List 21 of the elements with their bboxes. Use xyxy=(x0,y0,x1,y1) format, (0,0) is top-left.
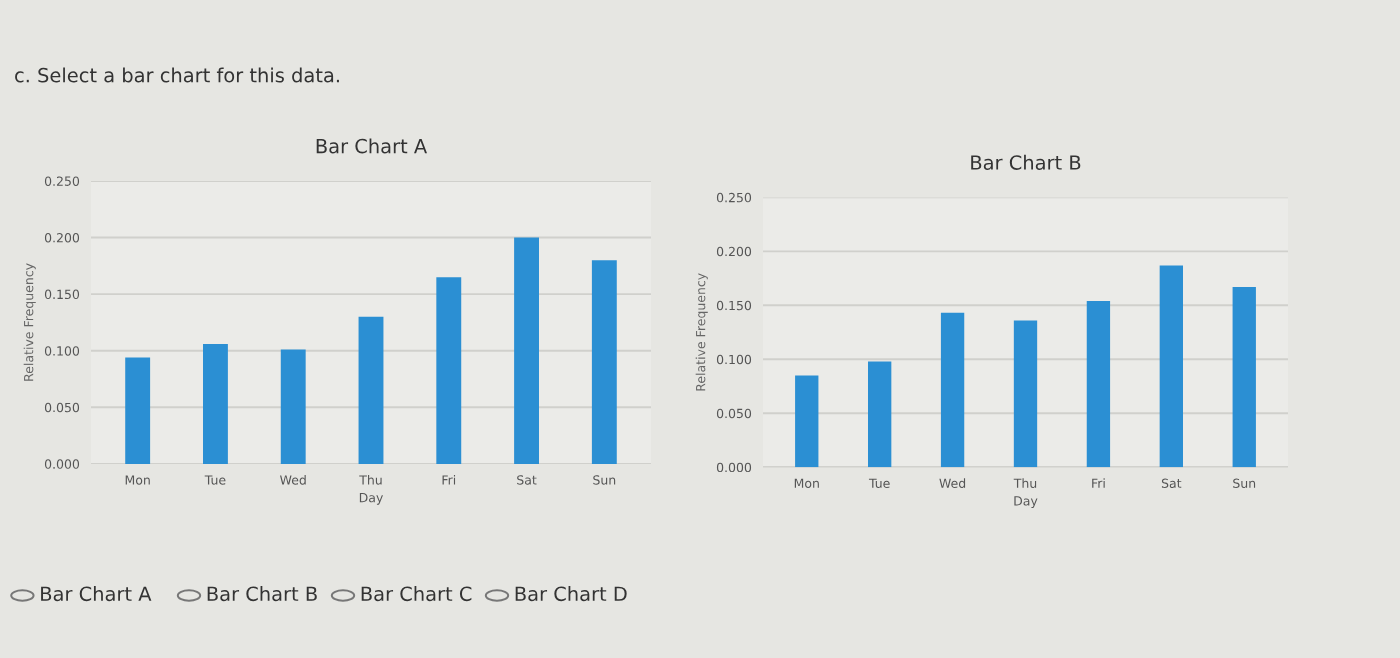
bar xyxy=(1013,320,1038,468)
bar xyxy=(868,361,892,468)
bar xyxy=(591,260,617,464)
text: Bar Chart D xyxy=(515,586,627,602)
text: Bar Chart A xyxy=(41,586,152,602)
bar xyxy=(795,375,819,468)
bar xyxy=(514,237,539,464)
bar xyxy=(1086,301,1111,468)
bar xyxy=(940,312,965,468)
bar xyxy=(1232,286,1256,468)
chart-title: Bar Chart A xyxy=(316,138,428,154)
text: Bar Chart C xyxy=(361,586,472,602)
bar xyxy=(203,343,228,464)
chart-title: Bar Chart B xyxy=(971,154,1081,170)
text: c. Select a bar chart for this data. xyxy=(15,67,339,83)
bar xyxy=(280,349,306,464)
bar xyxy=(436,277,462,464)
text: Bar Chart B xyxy=(207,586,317,602)
bar xyxy=(125,357,151,464)
bar xyxy=(1159,265,1183,468)
bar xyxy=(358,316,384,464)
